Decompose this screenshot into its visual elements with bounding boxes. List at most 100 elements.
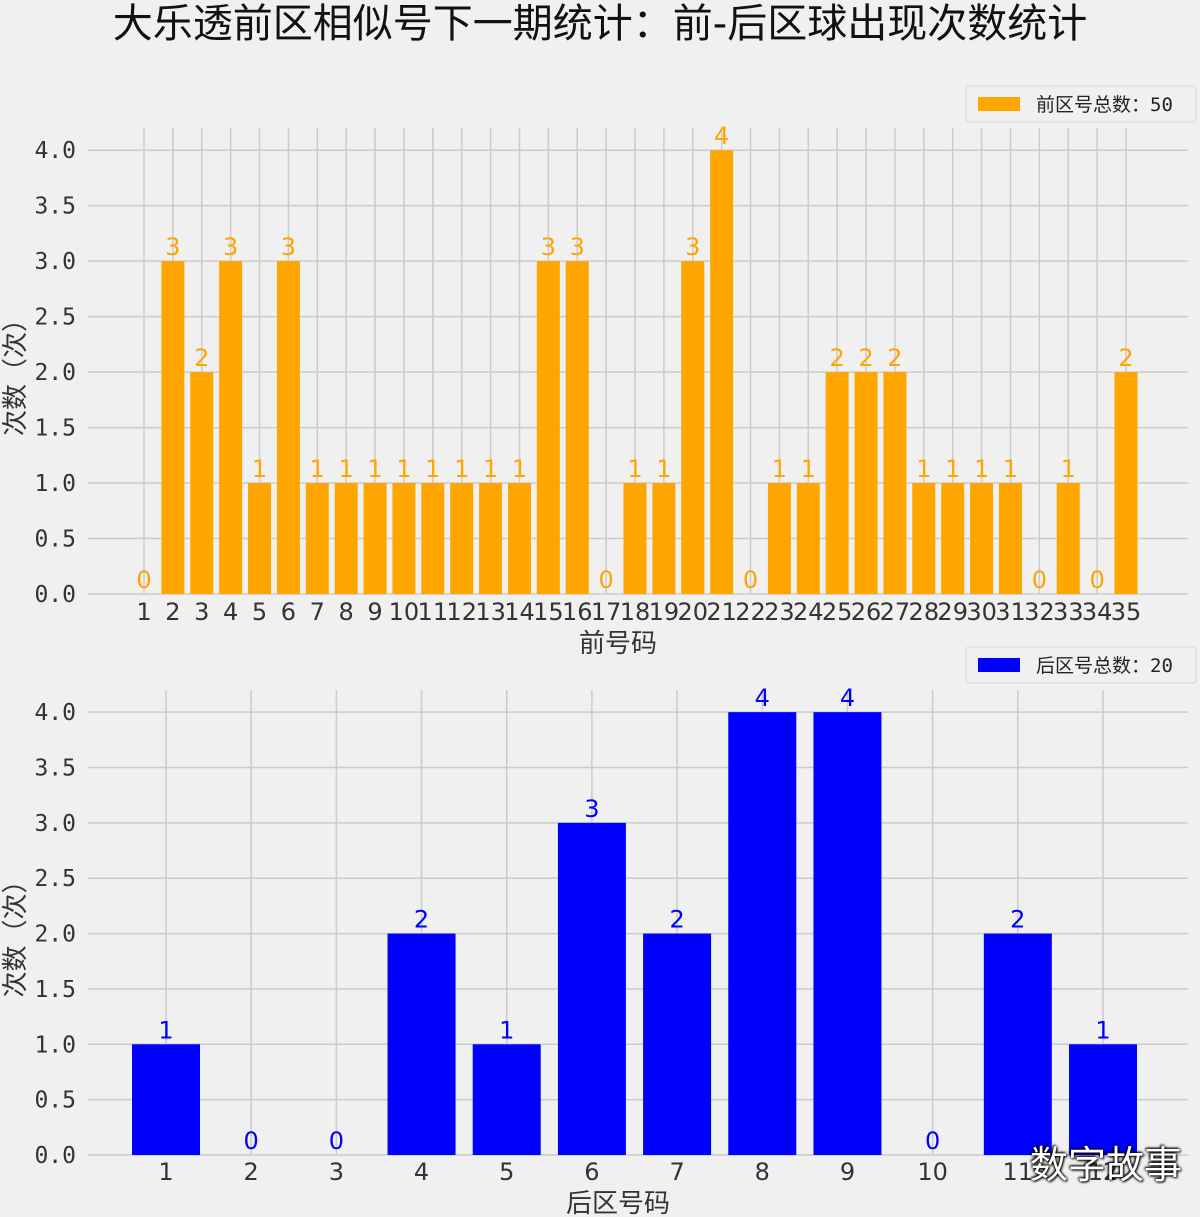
legend-label: 前区号总数：50 [1036, 94, 1173, 116]
legend-box [965, 85, 1197, 123]
bar-value-label: 1 [252, 455, 267, 483]
x-tick-label: 4 [223, 598, 238, 626]
bar-value-label: 1 [454, 455, 469, 483]
bar [557, 822, 626, 1155]
bar-value-label: 1 [916, 455, 931, 483]
bar-value-label: 0 [743, 566, 758, 594]
bar-value-label: 1 [1095, 1016, 1110, 1044]
x-tick-label: 27 [880, 598, 911, 626]
bar-value-label: 0 [329, 1127, 344, 1155]
y-tick-label: 0.5 [34, 527, 76, 553]
bar [710, 150, 734, 594]
bar [1114, 372, 1138, 594]
x-tick-label: 3 [194, 598, 209, 626]
y-tick-label: 0.0 [34, 1143, 76, 1169]
x-tick-label: 2 [165, 598, 180, 626]
bar-value-label: 0 [136, 566, 151, 594]
bar [941, 483, 965, 594]
bar [450, 483, 474, 594]
bar [479, 483, 503, 594]
legend-box [965, 646, 1197, 684]
bar-value-label: 2 [1010, 906, 1025, 934]
bar [132, 1044, 200, 1155]
bar [565, 261, 589, 594]
bar [1069, 1044, 1137, 1155]
bar-value-label: 2 [1118, 344, 1133, 372]
y-tick-label: 1.0 [34, 1032, 76, 1058]
y-tick-label: 0.5 [34, 1088, 76, 1114]
x-tick-label: 11 [1003, 1158, 1034, 1186]
y-axis-label: 次数（次） [1, 867, 31, 997]
x-tick-label: 33 [1053, 598, 1084, 626]
bar-value-label: 0 [925, 1127, 940, 1155]
bar-value-label: 1 [339, 455, 354, 483]
bar [728, 712, 797, 1155]
bar-value-label: 3 [584, 795, 599, 823]
bar-value-label: 3 [281, 233, 296, 261]
bar [883, 372, 907, 594]
bar [536, 261, 560, 594]
bar-value-label: 2 [887, 344, 902, 372]
bar [305, 483, 329, 594]
x-tick-label: 5 [252, 598, 267, 626]
x-tick-label: 7 [669, 1158, 684, 1186]
legend: 前区号总数：50 [965, 85, 1197, 123]
bar-value-label: 0 [244, 1127, 259, 1155]
bar-value-label: 1 [310, 455, 325, 483]
y-tick-label: 3.0 [34, 811, 76, 837]
x-axis-label: 前号码 [579, 629, 657, 659]
bar-value-label: 1 [974, 455, 989, 483]
x-tick-label: 4 [414, 1158, 429, 1186]
bar-value-label: 1 [1061, 455, 1076, 483]
x-tick-label: 8 [755, 1158, 770, 1186]
bar-value-label: 3 [541, 233, 556, 261]
bar-value-label: 2 [858, 344, 873, 372]
bar-value-label: 2 [669, 906, 684, 934]
legend-swatch [978, 97, 1020, 111]
x-tick-label: 26 [851, 598, 882, 626]
x-tick-label: 6 [584, 1158, 599, 1186]
y-tick-label: 3.5 [34, 756, 76, 782]
x-tick-label: 10 [389, 598, 420, 626]
bar [767, 483, 791, 594]
bar-value-label: 1 [772, 455, 787, 483]
bar [652, 483, 676, 594]
x-tick-label: 9 [367, 598, 382, 626]
x-tick-label: 6 [281, 598, 296, 626]
bar [681, 261, 705, 594]
bar [796, 483, 820, 594]
x-tick-label: 13 [475, 598, 506, 626]
x-tick-label: 15 [533, 598, 564, 626]
bar-value-label: 1 [627, 455, 642, 483]
watermark-text: 数字故事 [1029, 1143, 1182, 1187]
bar [334, 483, 358, 594]
bar-value-label: 0 [598, 566, 613, 594]
x-tick-label: 16 [562, 598, 593, 626]
x-tick-label: 12 [446, 598, 477, 626]
bar-value-label: 4 [840, 684, 855, 712]
x-tick-label: 22 [735, 598, 766, 626]
x-tick-label: 24 [793, 598, 824, 626]
bar-value-label: 1 [396, 455, 411, 483]
bar-value-label: 4 [714, 122, 729, 150]
bar-value-label: 3 [165, 233, 180, 261]
bar [392, 483, 416, 594]
bar [248, 483, 272, 594]
x-tick-label: 1 [136, 598, 151, 626]
y-tick-label: 1.5 [34, 977, 76, 1003]
bar [219, 261, 243, 594]
x-tick-label: 20 [677, 598, 708, 626]
bar-value-label: 1 [499, 1016, 514, 1044]
y-axis-label: 次数（次） [1, 306, 31, 436]
bar [998, 483, 1022, 594]
x-tick-label: 28 [909, 598, 940, 626]
bar-value-label: 2 [194, 344, 209, 372]
x-tick-label: 14 [504, 598, 535, 626]
bar [854, 372, 878, 594]
chart-title: 大乐透前区相似号下一期统计：前-后区球出现次数统计 [112, 1, 1088, 47]
x-tick-label: 31 [995, 598, 1026, 626]
bar [161, 261, 185, 594]
legend-swatch [978, 658, 1020, 672]
bar-value-label: 1 [512, 455, 527, 483]
